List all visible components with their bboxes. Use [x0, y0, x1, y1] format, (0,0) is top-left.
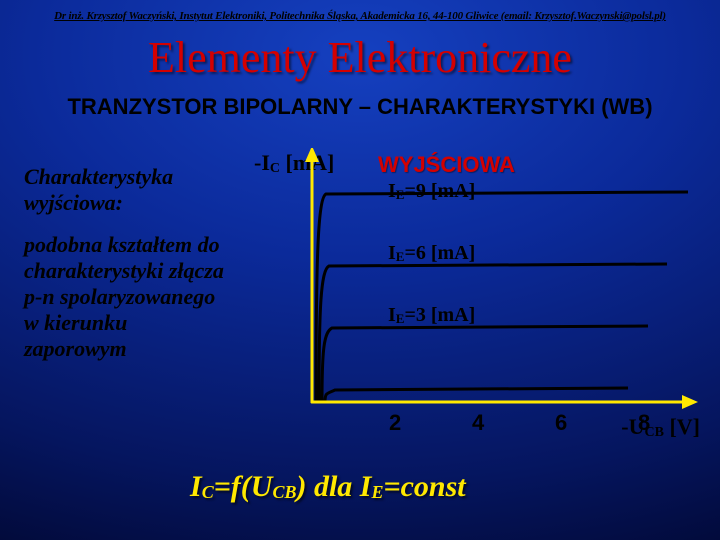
xtick-6: 6	[555, 410, 567, 436]
header-line: Dr inż. Krzysztof Waczyński, Instytut El…	[0, 10, 720, 22]
xtick-2: 2	[389, 410, 401, 436]
curve-3	[325, 388, 628, 402]
curve-1	[319, 264, 667, 402]
caption-1: Charakterystyka wyjściowa:	[24, 164, 224, 216]
x-axis-label: -UCB [V]	[621, 414, 700, 441]
slide-root: Dr inż. Krzysztof Waczyński, Instytut El…	[0, 0, 720, 540]
curve-label-2: IE=3 [mA]	[388, 304, 475, 327]
curve-label-0: IE=9 [mA]	[388, 180, 475, 203]
slide-title: Elementy Elektroniczne	[0, 32, 720, 83]
output-characteristic-chart: -IC [mA] WYJŚCIOWA IE=9 [mA]IE=6 [mA]IE=…	[240, 148, 700, 448]
equation: IC=f(UCB) dla IE=const	[190, 470, 466, 504]
xtick-4: 4	[472, 410, 484, 436]
caption-2: podobna kształtem do charakterystyki złą…	[24, 232, 234, 362]
curve-0	[316, 192, 688, 402]
curve-label-1: IE=6 [mA]	[388, 242, 475, 265]
slide-subtitle: TRANZYSTOR BIPOLARNY – CHARAKTERYSTYKI (…	[0, 94, 720, 120]
